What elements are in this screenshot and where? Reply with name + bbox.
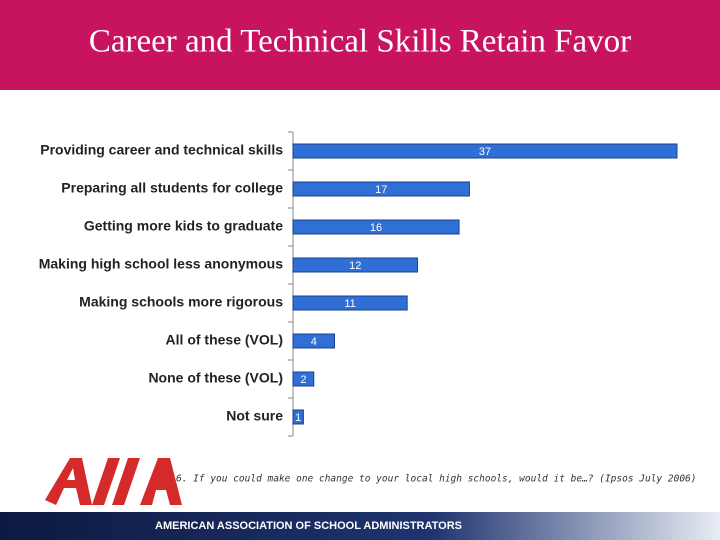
bar — [292, 371, 315, 387]
category-label: Not sure — [226, 408, 283, 424]
category-label: All of these (VOL) — [166, 332, 283, 348]
value-label: 11 — [344, 298, 355, 310]
bar — [292, 295, 408, 311]
category-label: Making high school less anonymous — [39, 256, 283, 272]
footer-band — [0, 512, 720, 540]
bar — [292, 409, 304, 425]
footer-organization: AMERICAN ASSOCIATION OF SCHOOL ADMINISTR… — [155, 520, 462, 532]
slide-title: Career and Technical Skills Retain Favor — [89, 24, 631, 60]
value-label: 17 — [375, 184, 387, 196]
bar — [292, 219, 460, 235]
value-label: 1 — [295, 412, 301, 424]
bar — [292, 333, 336, 349]
category-label: Preparing all students for college — [61, 180, 283, 196]
bar — [292, 257, 419, 273]
category-label: Getting more kids to graduate — [84, 218, 283, 234]
value-label: 12 — [349, 260, 361, 272]
bar — [292, 181, 470, 197]
footnote: 6. If you could make one change to your … — [176, 474, 696, 485]
category-label: None of these (VOL) — [148, 370, 283, 386]
logo — [45, 458, 182, 505]
value-label: 4 — [311, 336, 317, 348]
value-label: 2 — [300, 374, 306, 386]
header-band — [0, 0, 720, 90]
bar — [292, 143, 678, 159]
category-label: Making schools more rigorous — [79, 294, 283, 310]
category-label: Providing career and technical skills — [40, 142, 283, 158]
value-label: 37 — [479, 146, 491, 158]
value-label: 16 — [370, 222, 382, 234]
